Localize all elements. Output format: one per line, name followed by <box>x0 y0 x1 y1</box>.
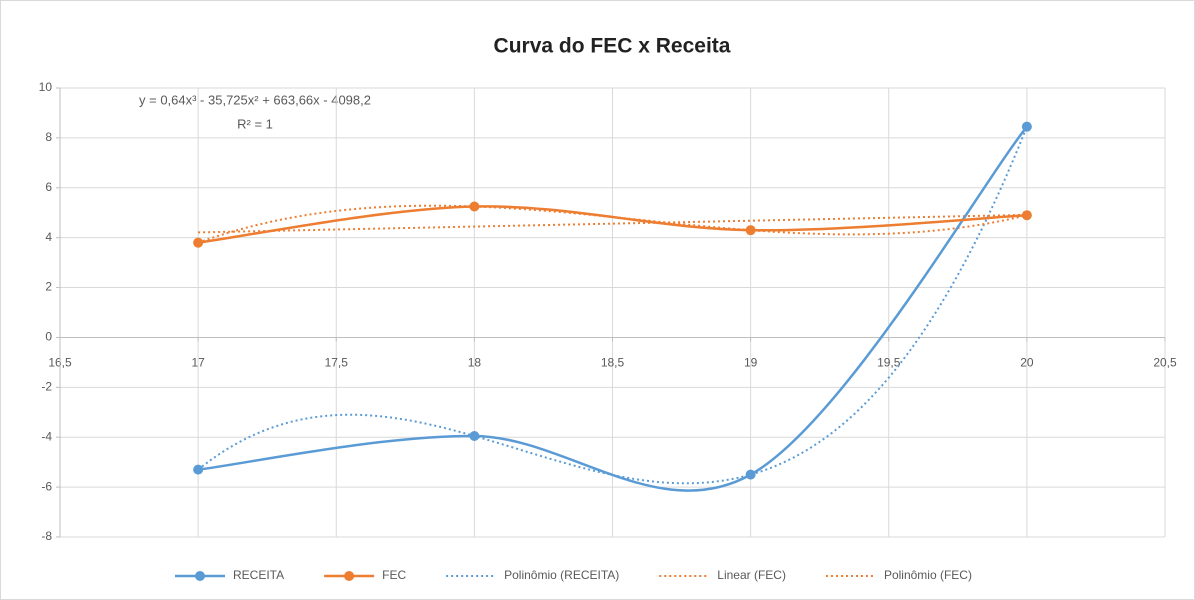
y-tick-label: -8 <box>41 529 52 543</box>
series-line <box>197 125 1028 492</box>
x-tick-label: 18 <box>468 356 482 370</box>
legend-marker <box>195 571 205 581</box>
marker <box>469 201 480 212</box>
marker <box>1021 210 1032 221</box>
r-squared: R² = 1 <box>237 116 273 131</box>
marker <box>1021 121 1032 132</box>
legend-label: FEC <box>382 568 406 582</box>
trendline-equation: y = 0,64x³ - 35,725x² + 663,66x - 4098,2 <box>139 92 371 107</box>
trendline <box>198 213 1027 234</box>
legend-label: RECEITA <box>233 568 284 582</box>
x-tick-label: 17 <box>191 356 205 370</box>
legend-marker <box>344 571 355 581</box>
y-tick-label: 4 <box>45 230 52 244</box>
y-tick-label: -6 <box>41 479 52 493</box>
x-tick-label: 20,5 <box>1153 356 1177 370</box>
y-tick-label: 10 <box>39 80 53 94</box>
x-tick-label: 19,5 <box>877 356 901 370</box>
marker <box>193 237 204 248</box>
legend-label: Polinômio (FEC) <box>884 568 972 582</box>
marker <box>193 464 204 475</box>
x-tick-label: 17,5 <box>325 356 349 370</box>
y-tick-label: 0 <box>45 330 52 344</box>
y-tick-label: -2 <box>41 380 52 394</box>
marker <box>469 430 480 441</box>
legend-label: Polinômio (RECEITA) <box>504 568 619 582</box>
chart-title: Curva do FEC x Receita <box>494 35 731 58</box>
marker <box>745 469 756 480</box>
x-tick-label: 20 <box>1020 356 1034 370</box>
marker <box>745 225 756 236</box>
trendline <box>197 204 1028 244</box>
y-tick-label: 8 <box>45 130 52 144</box>
y-tick-label: 6 <box>45 180 52 194</box>
x-tick-label: 19 <box>744 356 758 370</box>
y-tick-label: -4 <box>41 429 52 443</box>
legend-label: Linear (FEC) <box>717 568 786 582</box>
y-tick-label: 2 <box>45 280 52 294</box>
x-tick-label: 18,5 <box>601 356 625 370</box>
series-line <box>197 205 1027 244</box>
